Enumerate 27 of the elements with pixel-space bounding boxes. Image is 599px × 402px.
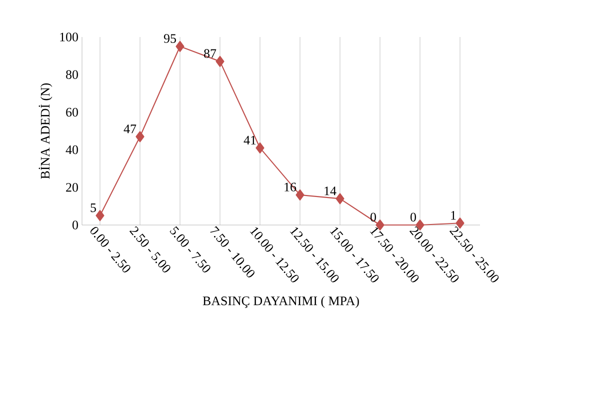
data-label: 41 [244, 136, 256, 144]
data-label: 0 [410, 212, 416, 222]
x-axis-title: BASINÇ DAYANIMI ( MPA) [202, 296, 359, 308]
y-axis-title: BİNA ADEDİ (N) [38, 83, 52, 179]
point [336, 193, 344, 204]
y-tick-label: 0 [72, 220, 78, 230]
x-tick-label: 5.00 - 7.50 [170, 226, 210, 272]
y-tick-label: 100 [60, 32, 78, 42]
data-label: 95 [164, 34, 176, 43]
data-label: 14 [324, 186, 336, 196]
y-tick-label: 60 [66, 108, 78, 117]
y-tick-label: 40 [66, 145, 78, 154]
point [176, 40, 184, 52]
point [96, 210, 104, 222]
x-tick-label: 2.50 - 5.00 [129, 226, 170, 272]
point [216, 56, 224, 67]
data-label: 1 [451, 211, 456, 220]
point [256, 142, 264, 154]
point [296, 189, 304, 200]
data-label: 0 [370, 212, 376, 222]
data-label: 87 [204, 49, 216, 58]
y-tick-label: 80 [66, 70, 78, 79]
y-tick-label: 20 [66, 183, 78, 192]
point [136, 131, 144, 142]
data-label: 47 [124, 124, 136, 134]
data-label: 5 [90, 203, 96, 212]
x-tick-label: 0.00 - 2.50 [90, 226, 130, 272]
